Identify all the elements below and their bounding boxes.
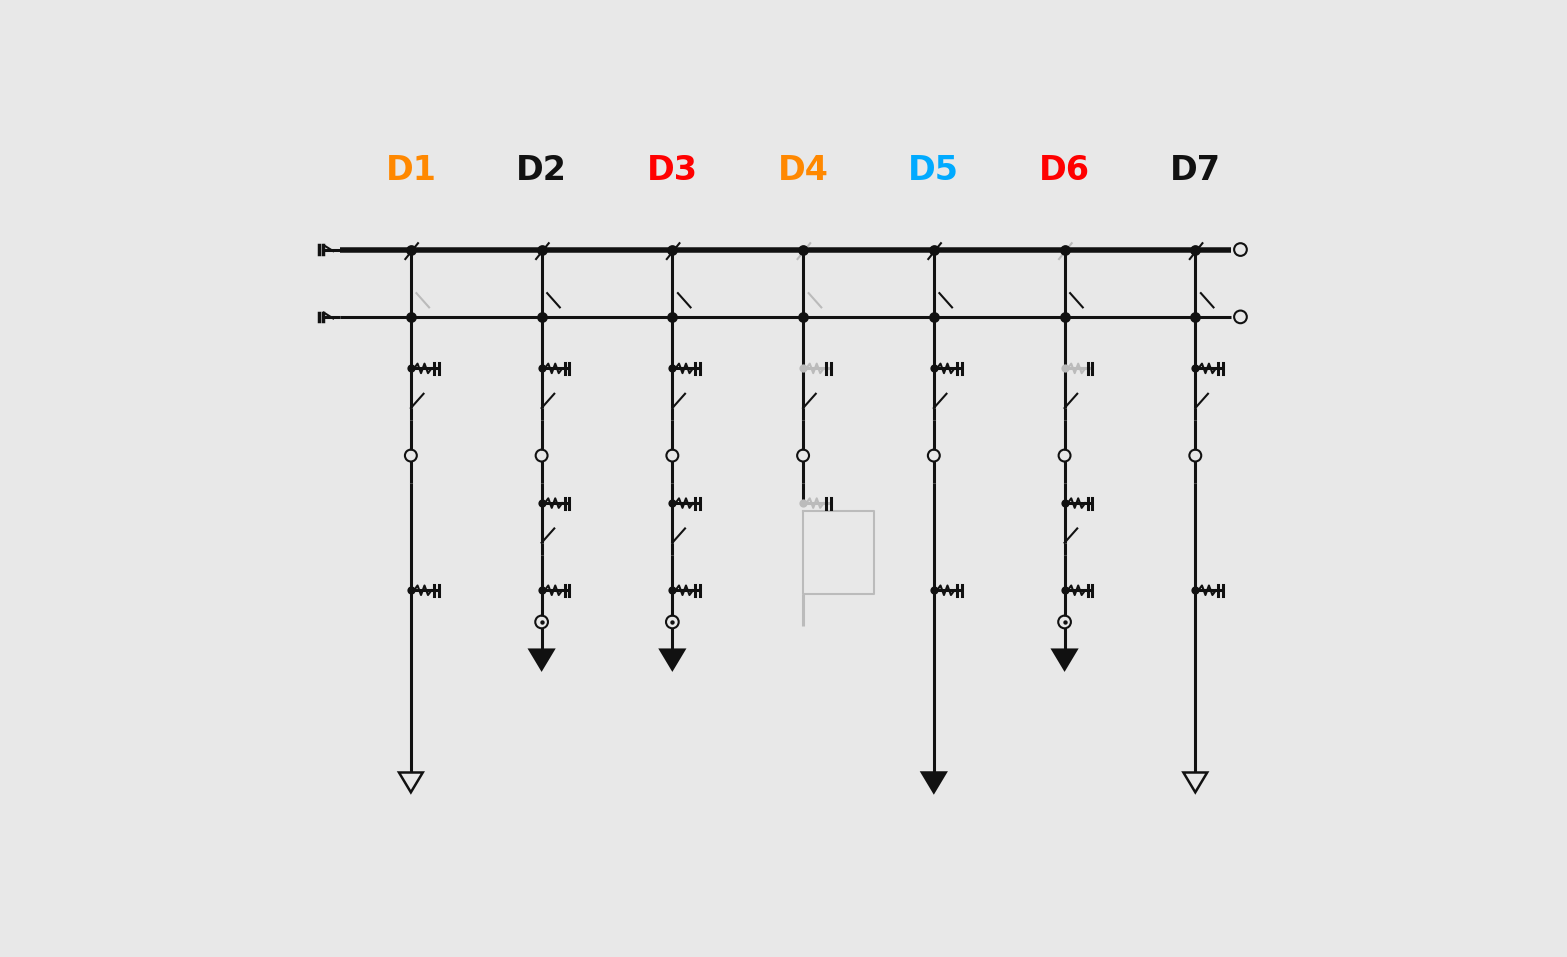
Point (660, 583, 685, 598)
Point (660, 614, 685, 630)
Point (921, 361, 946, 376)
Text: D5: D5 (909, 154, 959, 187)
Point (660, 361, 685, 376)
Point (398, 361, 423, 376)
Point (1051, 496, 1077, 511)
Point (1183, 361, 1208, 376)
Point (530, 496, 555, 511)
Point (660, 309, 685, 324)
Point (1183, 309, 1208, 324)
Point (1051, 242, 1077, 257)
Point (660, 496, 685, 511)
Point (1051, 583, 1077, 598)
Polygon shape (921, 772, 946, 792)
Point (530, 361, 555, 376)
Polygon shape (660, 650, 685, 670)
Point (530, 309, 555, 324)
Polygon shape (1053, 650, 1077, 670)
Point (530, 242, 555, 257)
Text: D3: D3 (647, 154, 697, 187)
Point (1051, 361, 1077, 376)
Point (791, 309, 816, 324)
Point (921, 242, 946, 257)
Text: D7: D7 (1171, 154, 1221, 187)
Point (921, 583, 946, 598)
Point (921, 309, 946, 324)
Point (398, 309, 423, 324)
Point (1183, 242, 1208, 257)
Point (398, 583, 423, 598)
Polygon shape (530, 650, 553, 670)
Point (530, 614, 555, 630)
Point (398, 242, 423, 257)
Text: D1: D1 (385, 154, 436, 187)
Point (791, 361, 816, 376)
Point (791, 242, 816, 257)
Text: D6: D6 (1039, 154, 1091, 187)
Point (660, 242, 685, 257)
Text: D2: D2 (516, 154, 567, 187)
Point (1183, 583, 1208, 598)
Point (530, 583, 555, 598)
Point (1051, 309, 1077, 324)
Text: D4: D4 (777, 154, 829, 187)
Point (791, 496, 816, 511)
Point (1051, 614, 1077, 630)
